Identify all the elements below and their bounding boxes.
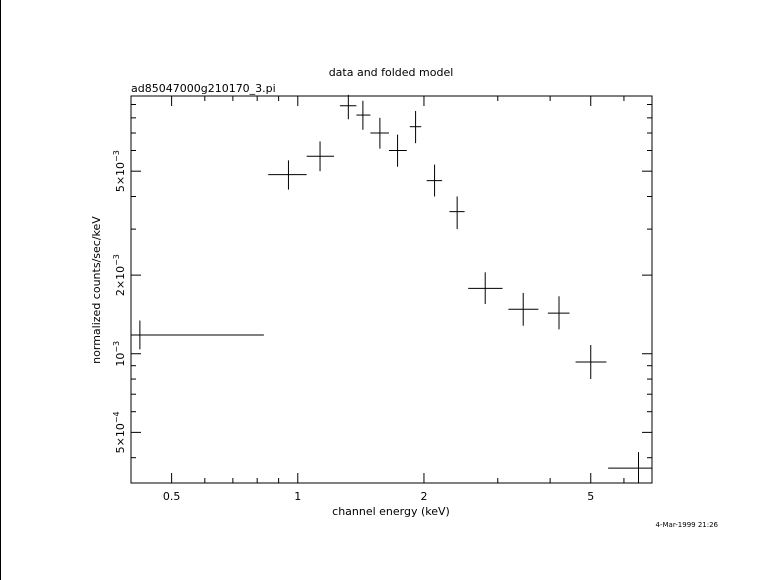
data-point bbox=[608, 452, 652, 483]
data-point bbox=[575, 345, 607, 380]
data-point bbox=[426, 164, 443, 197]
data-point bbox=[388, 134, 407, 167]
data-point bbox=[131, 320, 264, 350]
chart-subtitle: ad85047000g210170_3.pi bbox=[131, 82, 276, 95]
chart-title: data and folded model bbox=[329, 66, 454, 79]
data-point bbox=[409, 110, 422, 144]
window-left-border bbox=[0, 0, 1, 580]
y-tick-label: 10−3 bbox=[112, 341, 127, 367]
x-tick-label: 1 bbox=[294, 490, 301, 503]
data-point bbox=[356, 100, 371, 130]
data-points bbox=[131, 94, 652, 483]
y-tick-label: 5×10−3 bbox=[112, 150, 127, 192]
x-axis-ticks bbox=[130, 96, 653, 483]
y-axis-label: normalized counts/sec/keV bbox=[90, 216, 103, 364]
plot-frame bbox=[130, 95, 653, 484]
data-point bbox=[306, 141, 334, 172]
data-point bbox=[468, 272, 503, 305]
data-point bbox=[268, 160, 307, 190]
y-axis-tick-labels: 5×10−4 10−3 2×10−3 5×10−3 bbox=[112, 150, 127, 453]
x-tick-label: 5 bbox=[587, 490, 594, 503]
x-tick-label: 0.5 bbox=[163, 490, 181, 503]
data-point bbox=[547, 296, 570, 330]
x-axis-label: channel energy (keV) bbox=[332, 505, 450, 518]
x-tick-label: 2 bbox=[420, 490, 427, 503]
data-point bbox=[508, 292, 539, 326]
y-tick-label: 5×10−4 bbox=[112, 411, 127, 453]
y-tick-label: 2×10−3 bbox=[112, 254, 127, 296]
y-axis-ticks bbox=[131, 103, 652, 459]
data-point bbox=[370, 117, 389, 149]
x-axis-tick-labels: 0.5 1 2 5 bbox=[163, 490, 594, 503]
data-point bbox=[339, 94, 357, 120]
timestamp: 4-Mar-1999 21:26 bbox=[656, 521, 719, 529]
data-point bbox=[449, 196, 465, 230]
